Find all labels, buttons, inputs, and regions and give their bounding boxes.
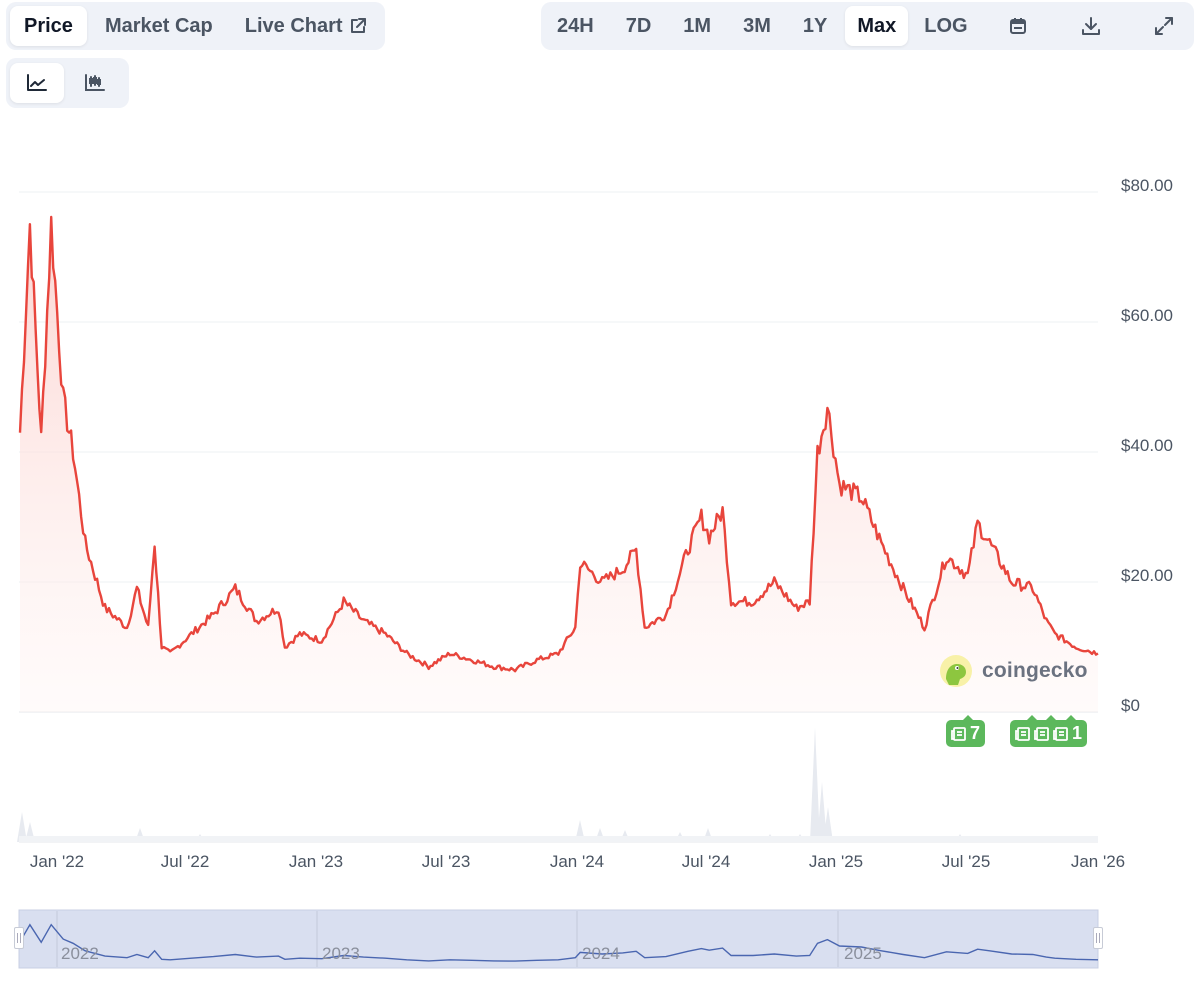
navigator-year-2025: 2025: [844, 944, 882, 963]
navigator-year-2024: 2024: [582, 944, 620, 963]
newspaper-icon: [1015, 726, 1030, 741]
expand-icon: [1154, 17, 1173, 35]
range-1y-button[interactable]: 1Y: [802, 14, 828, 37]
navigator-year-2023: 2023: [322, 944, 360, 963]
newspaper-icon: [951, 726, 966, 741]
news-marker[interactable]: 7: [946, 715, 986, 747]
tab-price[interactable]: Price: [10, 6, 87, 46]
y-tick-label: $0: [1121, 696, 1140, 715]
range-1m-button[interactable]: 1M: [683, 14, 712, 37]
candlestick-chart-button[interactable]: [68, 63, 122, 103]
y-tick-label: $60.00: [1121, 306, 1173, 325]
y-tick-label: $80.00: [1121, 176, 1173, 195]
range-7d-button[interactable]: 7D: [625, 14, 652, 37]
brand-name: coingecko: [982, 659, 1088, 682]
navigator-ticks: [56, 911, 839, 967]
x-tick-label: Jan '22: [29, 852, 85, 871]
fullscreen-button[interactable]: [1137, 6, 1190, 46]
metric-tabs: Price Market Cap Live Chart: [6, 2, 385, 50]
x-tick-label: Jul '23: [421, 852, 471, 871]
tab-live-chart[interactable]: Live Chart: [231, 6, 381, 46]
download-icon: [1081, 17, 1100, 35]
calendar-button[interactable]: [992, 6, 1045, 46]
x-tick-label: Jul '24: [681, 852, 731, 871]
navigator-left-handle[interactable]: [14, 927, 24, 949]
range-max-button[interactable]: Max: [845, 6, 909, 46]
candlestick-chart-icon: [85, 74, 105, 91]
x-tick-label: Jan '23: [288, 852, 344, 871]
tab-market-cap-label: Market Cap: [104, 14, 213, 37]
gridlines: [19, 191, 1098, 843]
x-tick-label: Jul '22: [160, 852, 210, 871]
download-button[interactable]: [1064, 6, 1117, 46]
tab-market-cap[interactable]: Market Cap: [91, 6, 227, 46]
x-tick-label: Jan '24: [549, 852, 605, 871]
y-tick-label: $20.00: [1121, 566, 1173, 585]
range-24h-button[interactable]: 24H: [557, 14, 594, 37]
volume-bars: [17, 727, 1098, 842]
range-3m-button[interactable]: 3M: [743, 14, 771, 37]
price-area: [20, 217, 1098, 712]
tab-live-chart-label: Live Chart: [244, 14, 343, 37]
y-tick-label: $40.00: [1121, 436, 1173, 455]
x-tick-label: Jan '26: [1070, 852, 1126, 871]
chart-type-toggle: [6, 58, 129, 108]
range-toolbar: 24H 7D 1M 3M 1Y Max LOG: [541, 2, 1194, 50]
news-marker-group[interactable]: 1: [1010, 715, 1088, 747]
log-scale-button[interactable]: LOG: [924, 14, 968, 37]
coingecko-watermark: coingecko: [940, 655, 1088, 687]
navigator-line: [19, 923, 1099, 962]
calendar-icon: [1009, 18, 1026, 34]
line-chart-button[interactable]: [10, 63, 64, 103]
external-link-icon: [350, 18, 366, 33]
x-tick-label: Jul '25: [941, 852, 991, 871]
navigator-right-handle[interactable]: [1093, 927, 1103, 949]
gecko-logo-icon: [940, 655, 972, 687]
newspaper-icon: [1053, 726, 1068, 741]
line-chart-icon: [27, 74, 47, 91]
tab-price-label: Price: [24, 14, 73, 37]
news-count: 7: [970, 723, 981, 743]
x-tick-label: Jan '25: [808, 852, 864, 871]
price-line: [18, 215, 1099, 673]
news-count: 1: [1072, 723, 1083, 743]
navigator-year-2022: 2022: [61, 944, 99, 963]
newspaper-icon: [1034, 726, 1049, 741]
